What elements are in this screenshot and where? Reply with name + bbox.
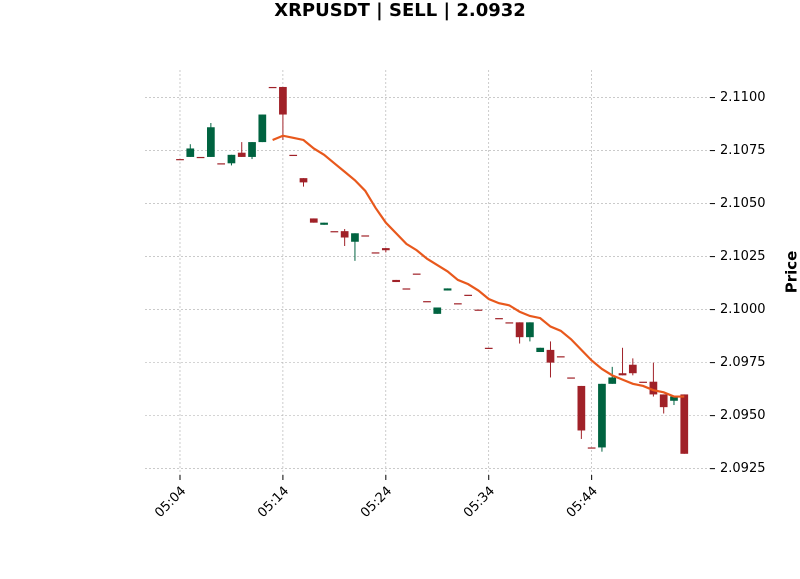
candle-body — [495, 318, 503, 319]
candle-body — [577, 386, 585, 431]
candle-body — [392, 280, 400, 282]
y-tick-label: 2.1075 — [720, 143, 766, 158]
y-tick-label: 2.1100 — [720, 90, 766, 105]
chart-title: XRPUSDT | SELL | 2.0932 — [274, 0, 526, 21]
candle-body — [588, 447, 596, 448]
candle-body — [619, 373, 627, 375]
candle-body — [639, 382, 647, 383]
candle-body — [207, 127, 215, 157]
y-tick-label: 2.0975 — [720, 355, 766, 370]
y-tick-label: 2.1000 — [720, 302, 766, 317]
candle-body — [238, 153, 246, 157]
candle-body — [289, 155, 297, 156]
x-tick-label: 05:24 — [358, 484, 395, 521]
candle-body — [351, 233, 359, 241]
candle-body — [300, 178, 308, 182]
candle-body — [372, 252, 380, 253]
candle-body — [433, 307, 441, 313]
candle-body — [382, 248, 390, 250]
candle-body — [598, 384, 606, 448]
candle-body — [269, 87, 277, 88]
candle-body — [423, 301, 431, 302]
candle-body — [320, 223, 328, 225]
candle-body — [557, 356, 565, 357]
candle-body — [331, 231, 339, 232]
x-tick-label: 05:14 — [255, 484, 292, 521]
candle-body — [464, 295, 472, 296]
candle-body — [516, 322, 524, 337]
candle-body — [567, 377, 575, 378]
candle-body — [485, 348, 493, 349]
y-tick-label: 2.1050 — [720, 196, 766, 211]
y-tick-label: 2.0950 — [720, 408, 766, 423]
candle-body — [176, 159, 184, 160]
x-tick-label: 05:04 — [152, 484, 189, 521]
candle-body — [475, 310, 483, 311]
candle-body — [547, 350, 555, 363]
candle-body — [536, 348, 544, 352]
candle-body — [217, 163, 225, 164]
candle-body — [361, 235, 369, 236]
candle-body — [526, 322, 534, 337]
y-tick-label: 2.0925 — [720, 461, 766, 476]
x-tick-label: 05:34 — [461, 484, 498, 521]
candle-body — [341, 231, 349, 237]
candle-body — [608, 377, 616, 383]
candle-body — [444, 288, 452, 290]
candle-body — [279, 87, 287, 115]
candle-body — [629, 365, 637, 373]
x-tick-label: 05:44 — [564, 484, 601, 521]
y-axis-label: Price — [783, 251, 800, 294]
candle-body — [228, 155, 236, 163]
y-tick-label: 2.1025 — [720, 249, 766, 264]
candle-body — [454, 303, 462, 304]
candle-body — [186, 148, 194, 156]
candle-body — [660, 394, 668, 407]
candle-body — [413, 274, 421, 275]
candle-body — [310, 218, 318, 222]
candle-body — [197, 157, 205, 158]
candle-body — [680, 394, 688, 453]
candle-body — [258, 115, 266, 143]
candle-body — [403, 288, 411, 289]
candle-body — [505, 322, 513, 323]
candle-body — [248, 142, 256, 157]
